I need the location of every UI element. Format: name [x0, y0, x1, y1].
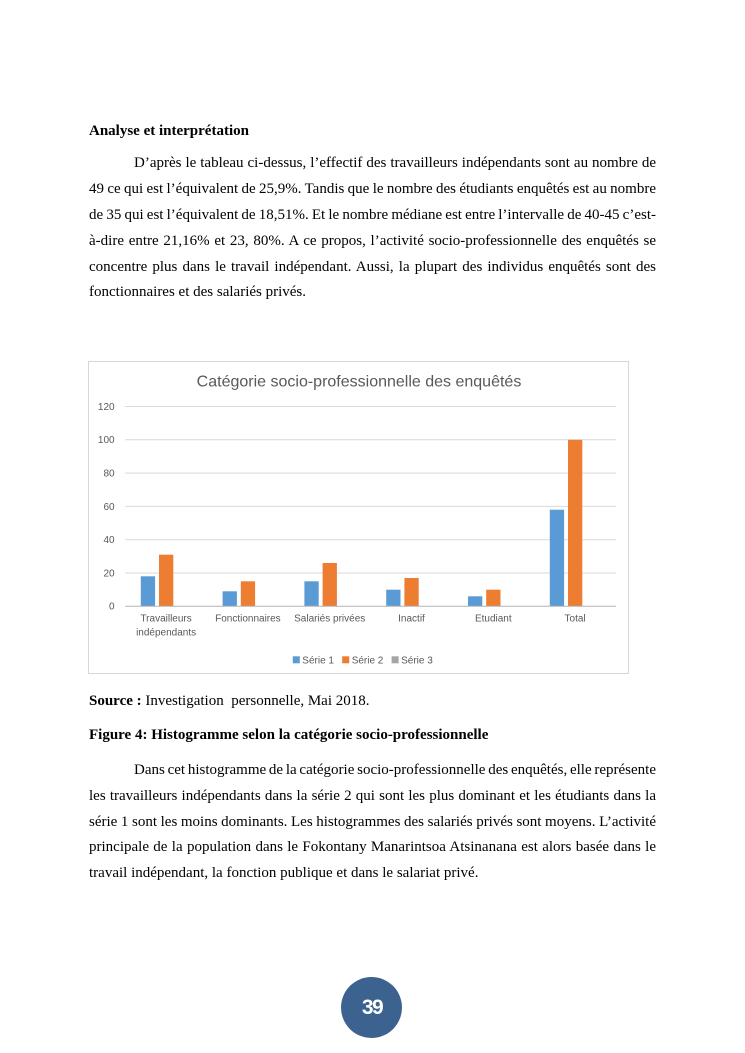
svg-text:Etudiant: Etudiant	[475, 613, 512, 624]
svg-text:Travailleurs: Travailleurs	[140, 613, 191, 624]
svg-text:0: 0	[109, 602, 115, 613]
svg-text:Série 3: Série 3	[401, 655, 433, 666]
svg-text:Inactif: Inactif	[398, 613, 425, 624]
svg-text:Fonctionnaires: Fonctionnaires	[215, 613, 281, 624]
svg-text:Série 1: Série 1	[302, 655, 334, 666]
svg-text:Série 2: Série 2	[352, 655, 384, 666]
svg-text:Total: Total	[565, 613, 586, 624]
svg-text:Salariés privées: Salariés privées	[294, 613, 365, 624]
svg-text:20: 20	[103, 568, 115, 579]
svg-text:40: 40	[103, 535, 115, 546]
svg-text:indépendants: indépendants	[136, 627, 196, 638]
svg-text:100: 100	[98, 435, 115, 446]
svg-text:80: 80	[103, 469, 115, 480]
svg-text:Catégorie socio-professionnell: Catégorie socio-professionnelle des enqu…	[197, 374, 522, 391]
svg-text:120: 120	[98, 402, 115, 413]
svg-text:60: 60	[103, 502, 115, 513]
